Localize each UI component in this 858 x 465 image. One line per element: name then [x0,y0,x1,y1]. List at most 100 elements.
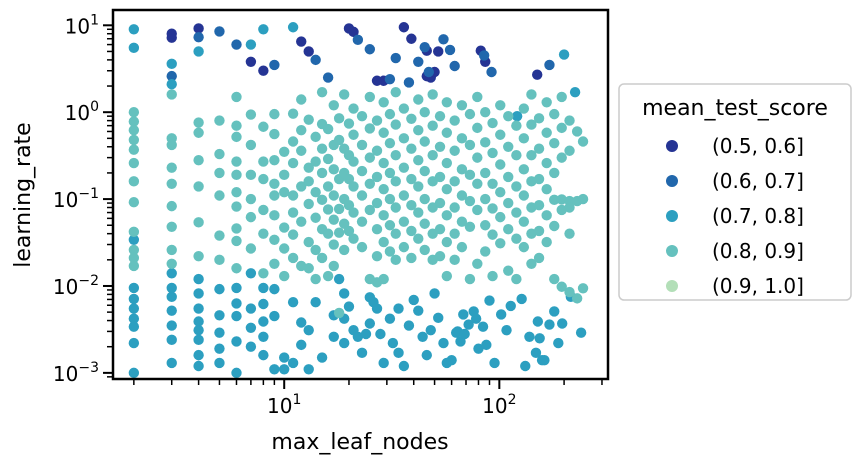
legend-title: mean_test_score [642,96,828,121]
legend-entries: (0.5, 0.6] (0.6, 0.7] (0.7, 0.8] (0.8, 0.9]… [666,134,804,298]
data-point [558,49,570,60]
data-point [518,103,530,114]
data-point [166,28,177,39]
data-point [303,176,314,187]
data-point [128,24,140,35]
data-point [524,331,535,343]
data-point [526,119,537,130]
data-point [269,283,280,295]
data-point [231,235,242,247]
data-point [364,44,376,55]
data-point [441,127,453,138]
data-point [231,187,242,198]
data-point [214,190,225,201]
data-point [480,193,491,205]
data-point [518,164,530,175]
data-point [556,91,567,103]
data-point [549,273,560,285]
data-point [533,143,545,154]
data-point [511,233,522,244]
data-point [356,139,368,151]
data-point [406,252,417,264]
data-point [322,153,334,165]
data-point [193,273,204,285]
data-point [541,127,552,138]
data-point [328,190,339,201]
data-point [328,214,339,225]
data-point [533,225,545,237]
data-point [128,293,140,305]
data-point [333,134,345,146]
data-point [470,313,482,324]
data-point [393,303,404,314]
data-point [441,97,453,108]
data-point [245,341,257,352]
data-point [398,190,410,201]
data-point [193,31,204,43]
data-point [352,34,364,46]
data-point [258,268,269,279]
data-point [419,218,430,229]
data-point [364,152,376,163]
data-point [384,220,396,231]
data-point [472,122,483,134]
data-point [390,119,401,130]
legend-marker [666,140,678,152]
data-point [128,367,140,379]
data-point [193,324,204,336]
data-point [459,328,470,340]
data-point [472,152,483,163]
data-point [279,270,290,282]
data-point [166,78,177,90]
data-point [128,42,140,54]
data-point [245,211,257,223]
data-point [303,114,314,125]
data-point [390,228,401,239]
data-point [214,26,225,37]
data-point [245,303,257,314]
data-point [310,273,321,285]
data-point [446,354,457,366]
data-point [258,316,269,327]
data-point [193,217,204,228]
data-point [269,155,280,166]
data-point [413,233,424,244]
data-point [128,260,140,272]
data-point [166,282,177,294]
data-point [287,252,299,264]
data-point [413,56,424,68]
data-point [533,252,545,264]
data-point [245,56,257,68]
data-point [534,333,545,344]
data-point [518,133,530,144]
data-point [541,210,552,221]
data-point [472,258,483,269]
data-point [245,39,257,50]
legend-marker [666,210,678,222]
data-point [348,233,359,244]
data-point [371,171,383,183]
data-point [166,70,177,82]
data-point [425,324,436,336]
data-point [384,167,396,179]
data-point [427,89,438,100]
data-point [433,312,444,324]
data-point [128,234,140,245]
data-point [231,120,242,131]
data-point [544,59,555,71]
data-point [287,297,299,308]
data-point [480,220,491,231]
data-point [296,94,307,105]
data-point [269,210,280,221]
data-point [348,26,359,38]
data-point [231,263,242,274]
data-point [287,207,299,218]
data-point [245,268,257,279]
data-point [166,89,177,100]
data-point [472,178,483,189]
legend-marker [666,245,678,257]
data-point [419,136,430,147]
x-tick-label: 102 [482,392,516,418]
data-point [472,91,483,103]
data-point [287,136,299,147]
